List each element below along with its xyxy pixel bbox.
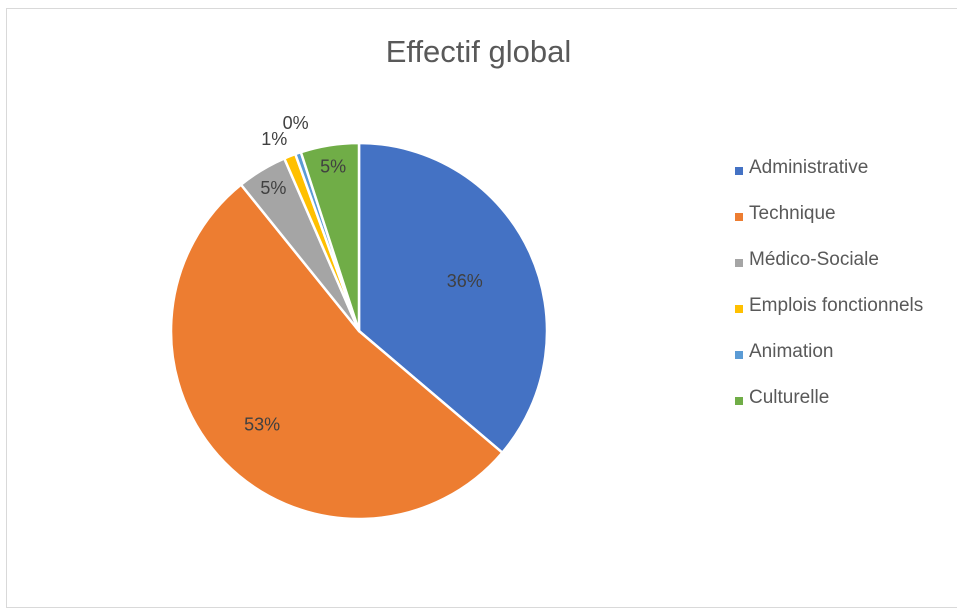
- legend-swatch: [735, 305, 743, 313]
- legend-swatch: [735, 167, 743, 175]
- data-label-culturelle: 5%: [320, 156, 346, 176]
- pie-slices: [169, 141, 549, 521]
- legend-swatch: [735, 397, 743, 405]
- legend-label: Culturelle: [749, 387, 830, 408]
- legend-label: Animation: [749, 341, 834, 362]
- data-label-technique: 53%: [244, 414, 280, 434]
- pie-data-labels: 36% 53% 5% 1%0% 5%: [244, 113, 483, 434]
- legend-label: Administrative: [749, 157, 869, 178]
- legend-label: Technique: [749, 203, 836, 224]
- pie-chart: 36% 53% 5% 1%0% 5%: [169, 113, 549, 521]
- slice-administrative: [357, 141, 549, 454]
- legend-label: Médico-Sociale: [749, 249, 879, 270]
- data-label-administrative: 36%: [447, 271, 483, 291]
- data-label-medico-sociale: 5%: [260, 178, 286, 198]
- legend-label: Emplois fonctionnels: [749, 295, 924, 316]
- legend-swatch: [735, 213, 743, 221]
- legend-swatch: [735, 351, 743, 359]
- data-label-emplois-fonctionnels: 1%: [261, 129, 287, 149]
- slice-technique: [169, 183, 504, 521]
- legend-swatch: [735, 259, 743, 267]
- data-label-animation: 0%: [283, 113, 309, 133]
- slice-culturelle: [299, 141, 361, 333]
- chart-title: Effectif global: [385, 34, 572, 69]
